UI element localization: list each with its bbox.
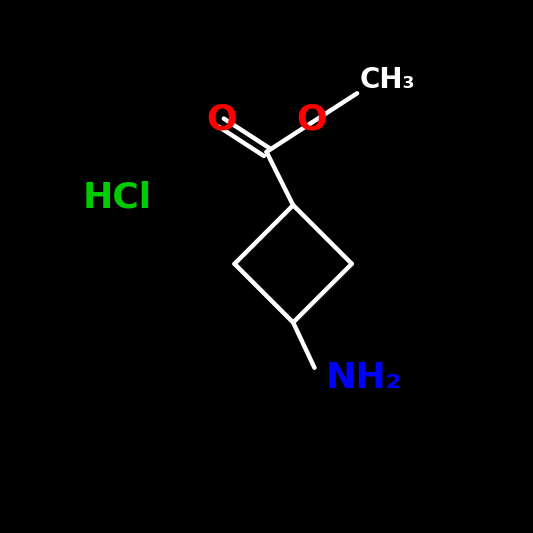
Text: NH₂: NH₂: [325, 361, 402, 395]
Text: CH₃: CH₃: [360, 66, 415, 94]
Text: O: O: [296, 103, 327, 137]
Text: HCl: HCl: [83, 180, 152, 214]
Text: O: O: [206, 103, 237, 137]
